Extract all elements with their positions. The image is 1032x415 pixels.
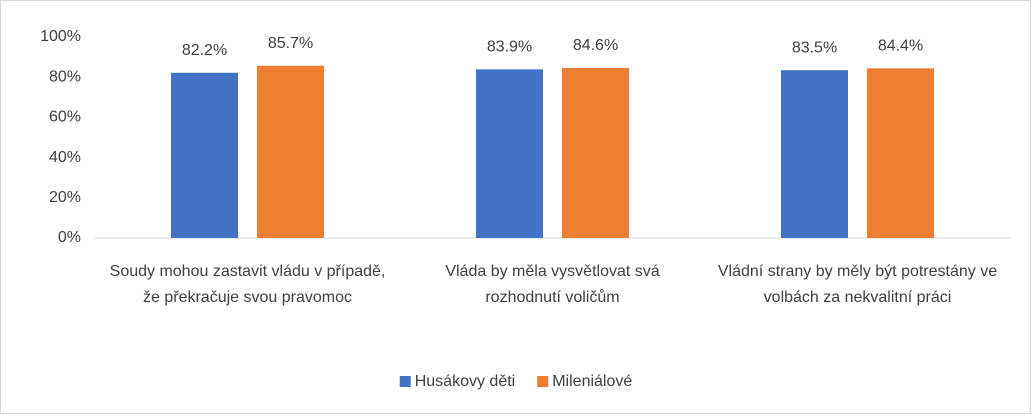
legend-item: Husákovy děti	[399, 373, 516, 390]
bar	[562, 67, 629, 238]
y-tick-label: 60%	[49, 109, 81, 126]
x-tick-label: Vládní strany by měly být potrestány ve v…	[718, 263, 997, 306]
data-label: 82.2%	[182, 42, 227, 59]
legend-label: Mileniálové	[552, 373, 632, 390]
y-tick-label: 80%	[49, 68, 81, 85]
legend-item: Mileniálové	[537, 373, 632, 390]
data-label: 85.7%	[268, 35, 313, 52]
legend-swatch	[399, 376, 411, 387]
y-tick-label: 100%	[40, 28, 81, 45]
bar	[257, 65, 324, 238]
bar	[476, 69, 543, 239]
data-label: 84.4%	[878, 38, 923, 55]
bar	[867, 68, 934, 238]
legend-label: Husákovy děti	[415, 373, 516, 390]
data-label: 83.9%	[487, 39, 532, 56]
y-tick-label: 40%	[49, 149, 81, 166]
bar	[781, 70, 848, 238]
x-tick-label: Soudy mohou zastavit vládu v případě, že …	[110, 263, 386, 306]
data-label: 84.6%	[573, 37, 618, 54]
y-tick-label: 0%	[58, 229, 81, 246]
data-label: 83.5%	[792, 39, 837, 56]
legend: Husákovy děti Mileniálové	[399, 373, 632, 390]
x-tick-label: Vláda by měla vysvětlovat svá rozhodnutí …	[445, 263, 659, 306]
y-tick-label: 20%	[49, 189, 81, 206]
legend-swatch	[537, 376, 549, 387]
bar	[171, 72, 238, 238]
